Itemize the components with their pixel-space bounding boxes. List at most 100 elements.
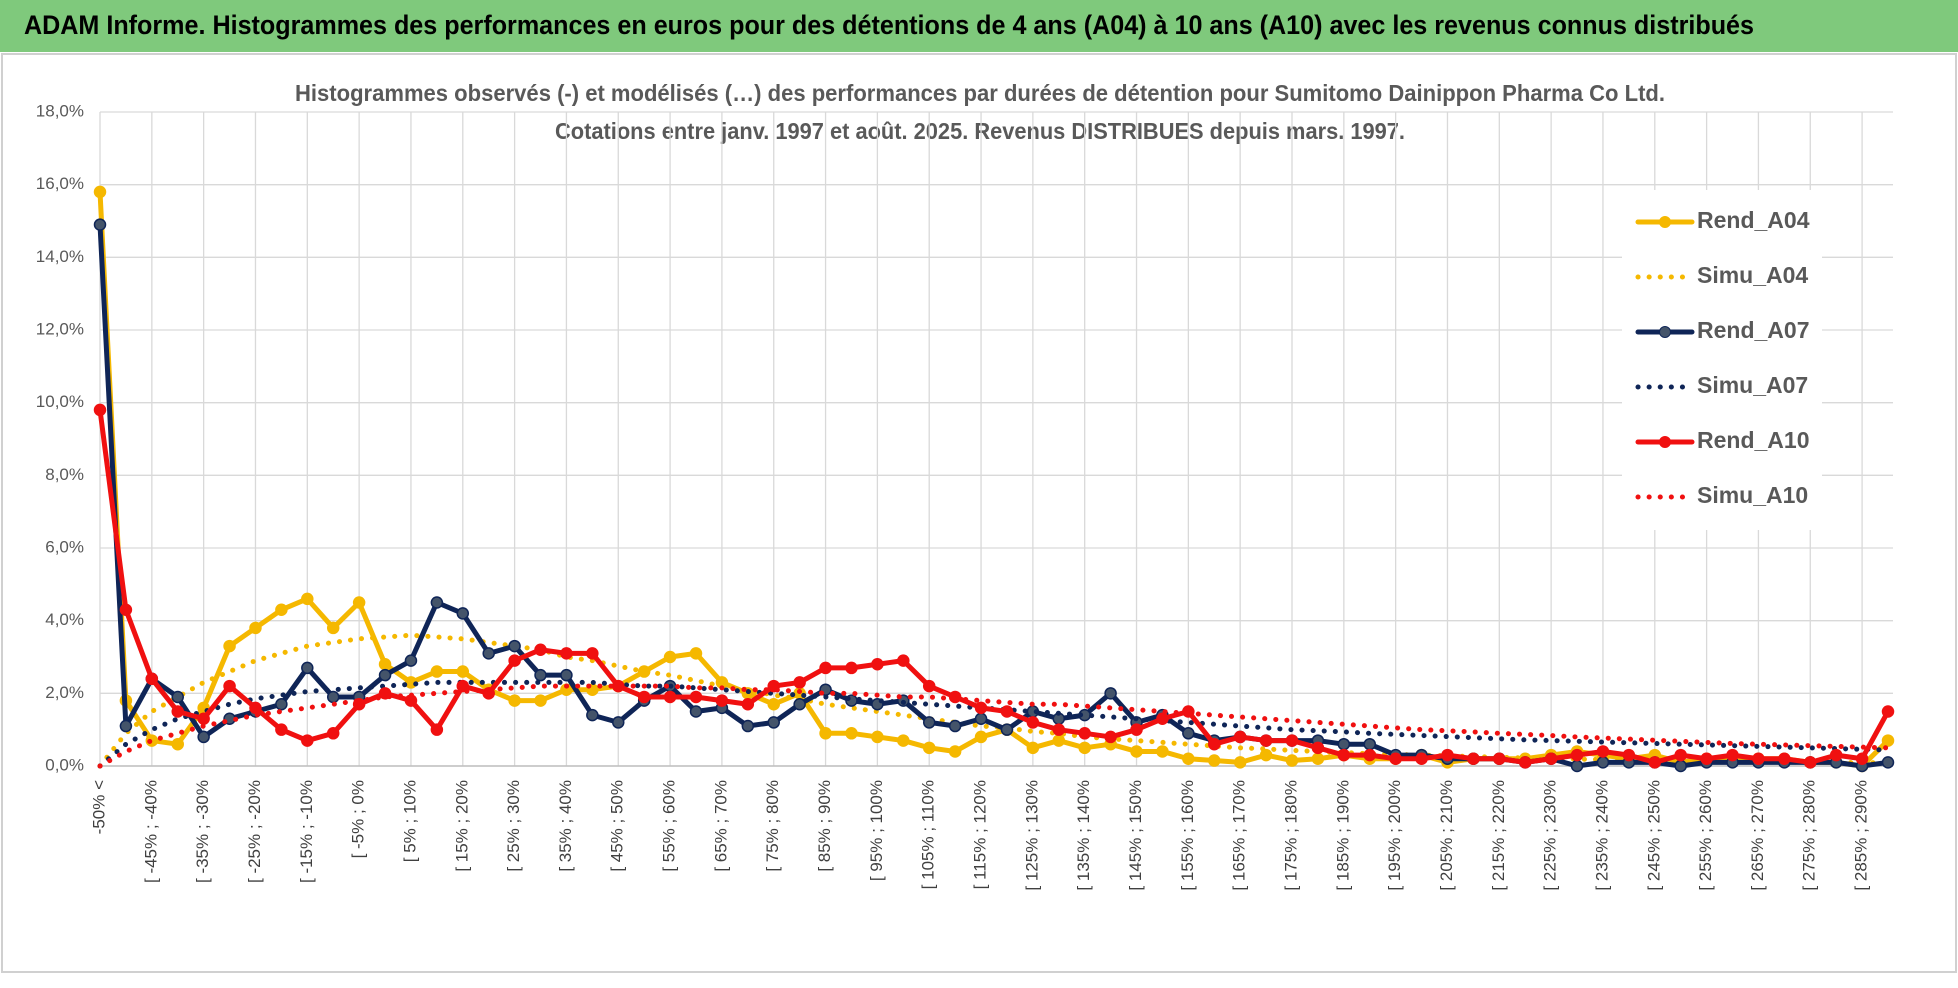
point-marker xyxy=(93,403,107,417)
point-marker xyxy=(430,665,444,678)
point-marker xyxy=(974,730,988,744)
point-marker xyxy=(689,705,703,718)
x-tick-label: [ 15% ; 20% xyxy=(452,780,471,872)
point-marker xyxy=(586,647,599,660)
point-marker xyxy=(1804,756,1817,769)
point-marker xyxy=(1881,734,1895,747)
point-marker xyxy=(974,701,988,715)
point-marker xyxy=(482,647,495,660)
point-marker xyxy=(249,701,262,715)
point-marker xyxy=(1208,754,1221,767)
point-marker xyxy=(1726,748,1739,762)
x-tick-label: [ 285% ; 290% xyxy=(1852,780,1871,891)
point-marker xyxy=(1259,734,1273,747)
point-marker xyxy=(767,697,780,711)
point-marker xyxy=(197,712,210,726)
point-marker xyxy=(1855,752,1869,765)
x-tick-label: [ 35% ; 40% xyxy=(556,780,575,872)
y-tick-label: 8,0% xyxy=(45,465,84,484)
point-marker xyxy=(948,745,962,758)
legend-label: Rend_A04 xyxy=(1697,207,1810,233)
x-tick-label: [ -25% ; -20% xyxy=(245,780,264,883)
point-marker xyxy=(301,661,314,675)
point-marker xyxy=(171,737,184,751)
point-marker xyxy=(560,647,573,660)
x-tick-label: [ 135% ; 140% xyxy=(1074,780,1093,891)
point-marker xyxy=(741,697,755,711)
point-marker xyxy=(1208,737,1221,751)
x-tick-label: [ 25% ; 30% xyxy=(504,780,523,872)
x-tick-label: -50% < xyxy=(89,780,108,834)
point-marker xyxy=(378,668,392,682)
point-marker xyxy=(326,690,340,704)
x-tick-label: [ 105% ; 110% xyxy=(919,780,938,889)
y-tick-label: 12,0% xyxy=(36,319,84,338)
point-marker xyxy=(948,719,962,733)
point-marker xyxy=(534,694,547,707)
legend-label: Simu_A10 xyxy=(1697,482,1808,508)
point-marker xyxy=(301,592,314,606)
point-marker xyxy=(1130,745,1143,758)
point-marker xyxy=(1078,741,1091,755)
point-marker xyxy=(637,690,651,704)
point-marker xyxy=(1752,752,1765,765)
point-marker xyxy=(1467,752,1480,765)
point-marker xyxy=(1259,748,1273,762)
point-marker xyxy=(249,621,262,635)
point-marker xyxy=(586,708,599,722)
point-marker xyxy=(508,639,521,653)
point-marker xyxy=(663,690,677,704)
x-tick-label: [ 55% ; 60% xyxy=(660,780,679,872)
point-marker xyxy=(1026,716,1040,729)
point-marker xyxy=(119,719,133,733)
y-tick-label: 16,0% xyxy=(36,174,84,193)
point-marker xyxy=(1389,752,1402,765)
point-marker xyxy=(352,596,366,609)
point-marker xyxy=(1544,752,1558,765)
point-marker xyxy=(871,658,884,671)
chart-title: Histogrammes observés (-) et modélisés (… xyxy=(295,80,1665,106)
point-marker xyxy=(534,643,547,656)
point-marker xyxy=(456,665,470,678)
point-marker xyxy=(1156,745,1169,758)
x-tick-label: [ 45% ; 50% xyxy=(608,780,627,872)
point-marker xyxy=(1829,748,1843,762)
point-marker xyxy=(93,185,107,199)
point-marker xyxy=(1441,748,1454,762)
point-marker xyxy=(1182,727,1195,740)
point-marker xyxy=(845,727,858,740)
point-marker xyxy=(326,621,340,635)
point-marker xyxy=(1233,756,1247,769)
point-marker xyxy=(689,690,703,704)
point-marker xyxy=(1363,748,1376,762)
point-marker xyxy=(1104,687,1117,700)
point-marker xyxy=(1674,759,1687,773)
y-tick-label: 4,0% xyxy=(45,610,84,629)
chart-subtitle: Cotations entre janv. 1997 et août. 2025… xyxy=(555,118,1405,144)
point-marker xyxy=(1518,756,1532,769)
point-marker xyxy=(1881,756,1895,769)
x-tick-label: [ 95% ; 100% xyxy=(867,780,886,881)
point-marker xyxy=(145,672,159,686)
point-marker xyxy=(689,647,703,660)
point-marker xyxy=(741,719,755,733)
point-marker xyxy=(456,679,470,693)
x-tick-label: [ 75% ; 80% xyxy=(763,780,782,872)
point-marker xyxy=(819,661,832,675)
x-tick-label: [ 205% ; 210% xyxy=(1437,780,1456,891)
point-marker xyxy=(1881,705,1895,718)
y-tick-label: 6,0% xyxy=(45,537,84,556)
point-marker xyxy=(612,716,625,729)
point-marker xyxy=(1078,727,1091,740)
point-marker xyxy=(1052,723,1066,736)
point-marker xyxy=(1285,754,1299,767)
y-tick-label: 14,0% xyxy=(36,247,84,266)
observed-line xyxy=(97,407,1891,765)
x-tick-label: [ 115% ; 120% xyxy=(971,780,990,889)
point-marker xyxy=(456,607,470,620)
x-tick-label: [ 175% ; 180% xyxy=(1281,780,1300,891)
header-bar xyxy=(0,0,1958,52)
point-marker xyxy=(922,741,936,755)
x-tick-label: [ 145% ; 150% xyxy=(1126,780,1145,891)
